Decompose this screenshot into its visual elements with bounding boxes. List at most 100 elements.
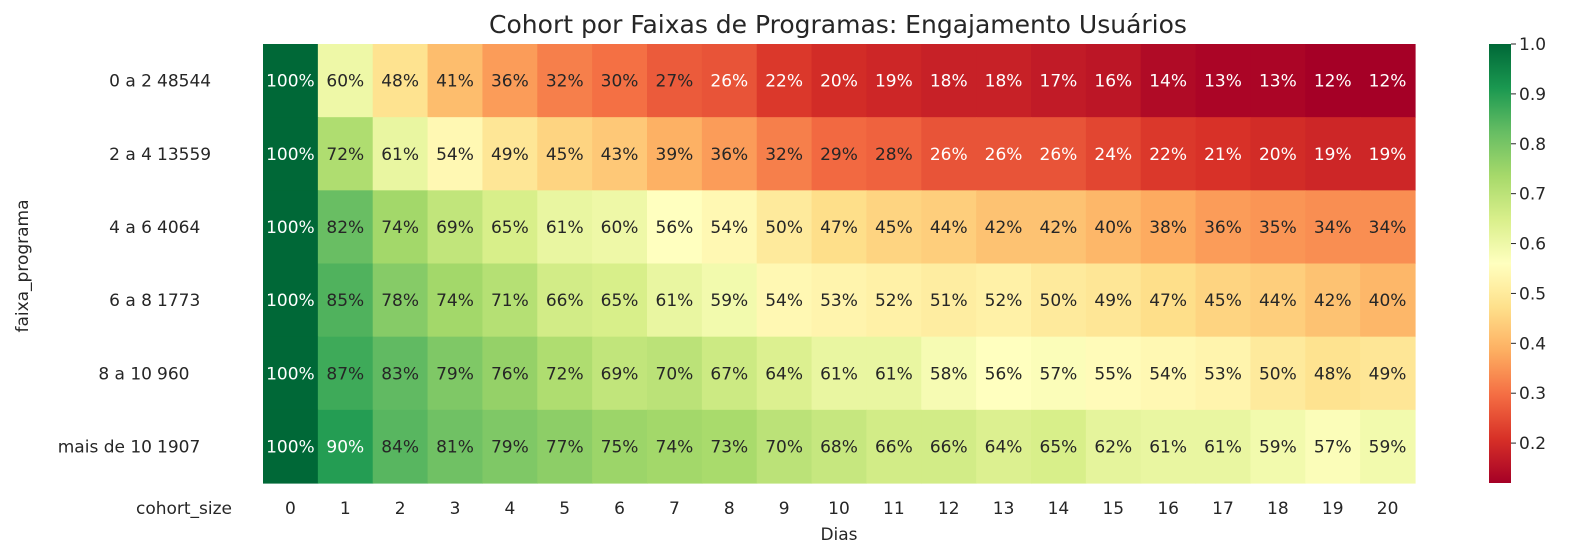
cell-value-label: 78% [381, 291, 419, 311]
row-label-cohort-size: 1907 [157, 437, 200, 457]
heatmap-cell [1031, 409, 1087, 484]
heatmap-cell [317, 190, 374, 265]
cell-value-label: 26% [930, 145, 968, 165]
x-tick-label: 17 [1212, 499, 1234, 519]
cell-value-label: 64% [765, 364, 803, 384]
heatmap-cell [482, 190, 538, 265]
colorbar-tick-label: 0.4 [1519, 334, 1546, 354]
heatmap-cell [1140, 263, 1197, 338]
heatmap-cell [921, 44, 977, 118]
heatmap-cell [756, 117, 813, 191]
colorbar-tick-label: 0.8 [1519, 135, 1546, 155]
heatmap-cell [1195, 190, 1252, 265]
x-tick-label: 5 [559, 499, 570, 519]
colorbar-tick-label: 0.9 [1519, 85, 1546, 105]
heatmap-cell [372, 117, 429, 191]
colorbar-tick-label: 0.3 [1519, 384, 1546, 404]
heatmap-cell [811, 409, 868, 484]
cell-value-label: 76% [491, 364, 529, 384]
row-label-cohort-size: 1773 [157, 291, 200, 311]
x-tick-label: 11 [883, 499, 905, 519]
heatmap-cell [1360, 409, 1416, 484]
heatmap-cells: 100% 60% 48% 41% 36% 32% 30% 27% 26% 22% 20% 19% 18%… [263, 44, 1416, 484]
cell-value-label: 13% [1204, 72, 1242, 92]
heatmap-cell [317, 336, 374, 411]
cell-value-label: 42% [1314, 291, 1352, 311]
x-tick-label: 13 [993, 499, 1015, 519]
x-tick-label: 20 [1377, 499, 1399, 519]
heatmap-cell [592, 190, 648, 265]
cell-value-label: 56% [656, 218, 694, 238]
x-tick-label: 8 [724, 499, 735, 519]
heatmap-cell [1250, 44, 1306, 118]
x-tick-label: 9 [779, 499, 790, 519]
cell-value-label: 64% [985, 437, 1023, 457]
row-label-cohort-size: 48544 [157, 72, 211, 92]
heatmap-cell [647, 263, 703, 338]
cohort-size-label: cohort_size [136, 499, 232, 519]
x-tick-label: 3 [450, 499, 461, 519]
heatmap-cell [427, 190, 484, 265]
row-label-faixa: 0 a 2 [109, 72, 152, 92]
cell-value-label: 59% [710, 291, 748, 311]
cell-value-label: 100% [266, 218, 315, 238]
heatmap-cell [1140, 336, 1197, 411]
cell-value-label: 79% [491, 437, 529, 457]
cell-value-label: 45% [875, 218, 913, 238]
heatmap-cell [1250, 117, 1306, 191]
cell-value-label: 56% [985, 364, 1023, 384]
heatmap-cell [482, 263, 538, 338]
heatmap-cell [1195, 409, 1252, 484]
cell-value-label: 74% [381, 218, 419, 238]
cell-value-label: 41% [436, 72, 474, 92]
row-label-faixa: 2 a 4 [109, 145, 152, 165]
heatmap-cell [372, 190, 429, 265]
heatmap-cell [811, 44, 868, 118]
heatmap-cell [756, 263, 813, 338]
cell-value-label: 58% [930, 364, 968, 384]
heatmap-cell [537, 44, 593, 118]
cell-value-label: 100% [266, 437, 315, 457]
cell-value-label: 59% [1259, 437, 1297, 457]
cell-value-label: 53% [1204, 364, 1242, 384]
cell-value-label: 24% [1094, 145, 1132, 165]
cell-value-label: 50% [1259, 364, 1297, 384]
cell-value-label: 26% [1040, 145, 1078, 165]
cell-value-label: 69% [436, 218, 474, 238]
cell-value-label: 55% [1094, 364, 1132, 384]
cell-value-label: 61% [656, 291, 694, 311]
cell-value-label: 65% [601, 291, 639, 311]
heatmap-cell [263, 190, 319, 265]
cell-value-label: 47% [820, 218, 858, 238]
cell-value-label: 66% [546, 291, 584, 311]
cell-value-label: 12% [1369, 72, 1407, 92]
heatmap-cell [372, 44, 429, 118]
heatmap-cell [1140, 117, 1197, 191]
cell-value-label: 19% [1314, 145, 1352, 165]
x-tick-labels: 0 1 2 3 4 5 6 7 8 9 10 11 12 13 14 15 16 17 18 19 20 [285, 499, 1398, 519]
heatmap-cell [921, 117, 977, 191]
cell-value-label: 100% [266, 145, 315, 165]
cell-value-label: 22% [1149, 145, 1187, 165]
cell-value-label: 49% [491, 145, 529, 165]
cell-value-label: 21% [1204, 145, 1242, 165]
cell-value-label: 54% [436, 145, 474, 165]
heatmap-cell [1305, 117, 1361, 191]
heatmap-cell [756, 336, 813, 411]
heatmap-cell [263, 117, 319, 191]
cell-value-label: 69% [601, 364, 639, 384]
heatmap-cell [537, 336, 593, 411]
heatmap-cell [592, 117, 648, 191]
heatmap-cell [921, 409, 977, 484]
heatmap-cell [1360, 263, 1416, 338]
cell-value-label: 50% [1040, 291, 1078, 311]
x-tick-label: 16 [1157, 499, 1179, 519]
cell-value-label: 22% [765, 72, 803, 92]
cell-value-label: 73% [710, 437, 748, 457]
heatmap-cell [1085, 190, 1142, 265]
cell-value-label: 45% [1204, 291, 1242, 311]
heatmap-cell [1305, 190, 1361, 265]
y-axis-label: faixa_programa [13, 199, 33, 332]
cell-value-label: 42% [1040, 218, 1078, 238]
heatmap-cell [811, 336, 868, 411]
